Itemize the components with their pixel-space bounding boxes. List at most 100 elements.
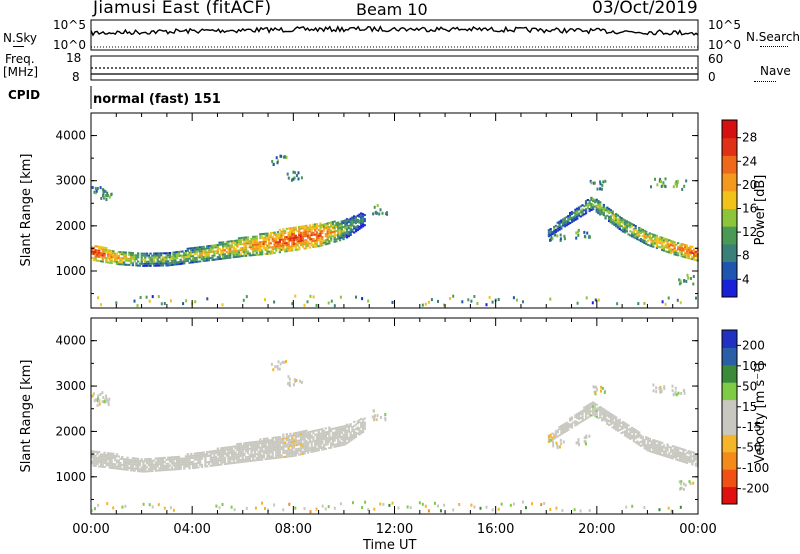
echo-cell <box>269 234 273 237</box>
echo-cell <box>547 233 551 236</box>
echo-cell <box>237 457 241 460</box>
echo-cell <box>287 437 290 440</box>
echo-cell <box>106 399 109 403</box>
echo-cell <box>682 458 685 461</box>
echo-cell <box>245 248 248 251</box>
echo-cell <box>211 258 214 261</box>
echo-cell <box>225 240 228 243</box>
echo-cell <box>271 453 274 456</box>
echo-cell <box>338 444 342 447</box>
echo-cell <box>294 236 297 239</box>
echo-cell <box>351 426 354 429</box>
echo-cell <box>317 228 320 231</box>
echo-cell <box>273 300 276 304</box>
echo-cell <box>596 388 599 392</box>
echo-cell <box>92 452 96 455</box>
echo-cell <box>153 252 156 255</box>
echo-cell <box>122 460 126 463</box>
echo-cell <box>307 443 310 446</box>
echo-cell <box>131 258 134 261</box>
echo-cell <box>654 443 657 446</box>
echo-cell <box>280 232 283 235</box>
echo-cell <box>195 462 198 465</box>
echo-cell <box>627 436 630 439</box>
echo-cell <box>616 302 619 306</box>
echo-cell <box>655 452 659 455</box>
echo-cell <box>661 242 664 245</box>
echo-cell <box>104 398 107 402</box>
echo-cell <box>312 430 315 433</box>
echo-cell <box>101 391 104 395</box>
echo-cell <box>561 426 565 428</box>
echo-cell <box>167 464 170 467</box>
echo-cell <box>378 212 381 216</box>
echo-cell <box>243 446 246 449</box>
echo-cell <box>105 198 108 202</box>
echo-cell <box>220 251 223 254</box>
echo-cell <box>556 234 559 238</box>
echo-cell <box>677 459 680 462</box>
echo-cell <box>269 455 273 458</box>
echo-cell <box>600 417 604 420</box>
echo-cell <box>252 453 255 456</box>
echo-cell <box>648 236 651 239</box>
echo-cell <box>98 457 101 460</box>
echo-cell <box>319 440 322 443</box>
echo-cell <box>186 461 189 464</box>
echo-cell <box>285 238 288 240</box>
echo-cell <box>236 457 239 460</box>
echo-cell <box>176 460 179 462</box>
echo-cell <box>216 447 219 450</box>
echo-cell <box>315 243 319 246</box>
echo-cell <box>310 242 313 245</box>
echo-cell <box>124 263 127 266</box>
echo-cell <box>565 220 568 223</box>
echo-cell <box>234 451 237 454</box>
echo-cell <box>616 220 620 223</box>
echo-cell <box>666 449 669 452</box>
echo-cell <box>230 458 234 461</box>
echo-cell <box>232 248 235 251</box>
echo-cell <box>581 420 584 422</box>
echo-cell <box>561 430 565 433</box>
echo-cell <box>298 236 301 239</box>
echo-cell <box>586 203 589 205</box>
echo-cell <box>96 457 99 459</box>
echo-cell <box>222 447 225 449</box>
echo-cell <box>604 207 607 210</box>
echo-cell <box>625 431 628 434</box>
echo-cell <box>298 234 301 237</box>
echo-cell <box>284 449 287 452</box>
echo-cell <box>319 428 322 431</box>
echo-cell <box>655 446 659 449</box>
echo-cell <box>151 465 154 468</box>
echo-cell <box>583 408 586 411</box>
echo-cell <box>305 431 308 434</box>
echo-cell <box>692 256 696 259</box>
echo-cell <box>176 468 179 471</box>
echo-cell <box>312 246 315 248</box>
echo-cell <box>284 238 287 241</box>
echo-cell <box>177 466 181 468</box>
echo-cell <box>299 434 303 437</box>
echo-cell <box>675 446 678 449</box>
echo-cell <box>280 154 283 158</box>
echo-cell <box>563 225 566 228</box>
echo-cell <box>330 442 333 445</box>
echo-cell <box>157 503 160 507</box>
echo-cell <box>287 237 290 240</box>
echo-cell <box>310 238 313 241</box>
echo-cell <box>677 252 680 255</box>
echo-cell <box>593 199 597 202</box>
echo-cell <box>342 222 345 224</box>
echo-cell <box>147 464 150 467</box>
echo-cell <box>595 208 598 211</box>
echo-cell <box>543 502 546 505</box>
echo-cell <box>144 468 147 471</box>
echo-cell <box>261 253 264 256</box>
date-title: 03/Oct/2019 <box>592 0 698 18</box>
echo-cell <box>324 233 327 236</box>
echo-cell <box>317 237 320 240</box>
echo-cell <box>112 254 115 257</box>
echo-cell <box>278 249 281 252</box>
